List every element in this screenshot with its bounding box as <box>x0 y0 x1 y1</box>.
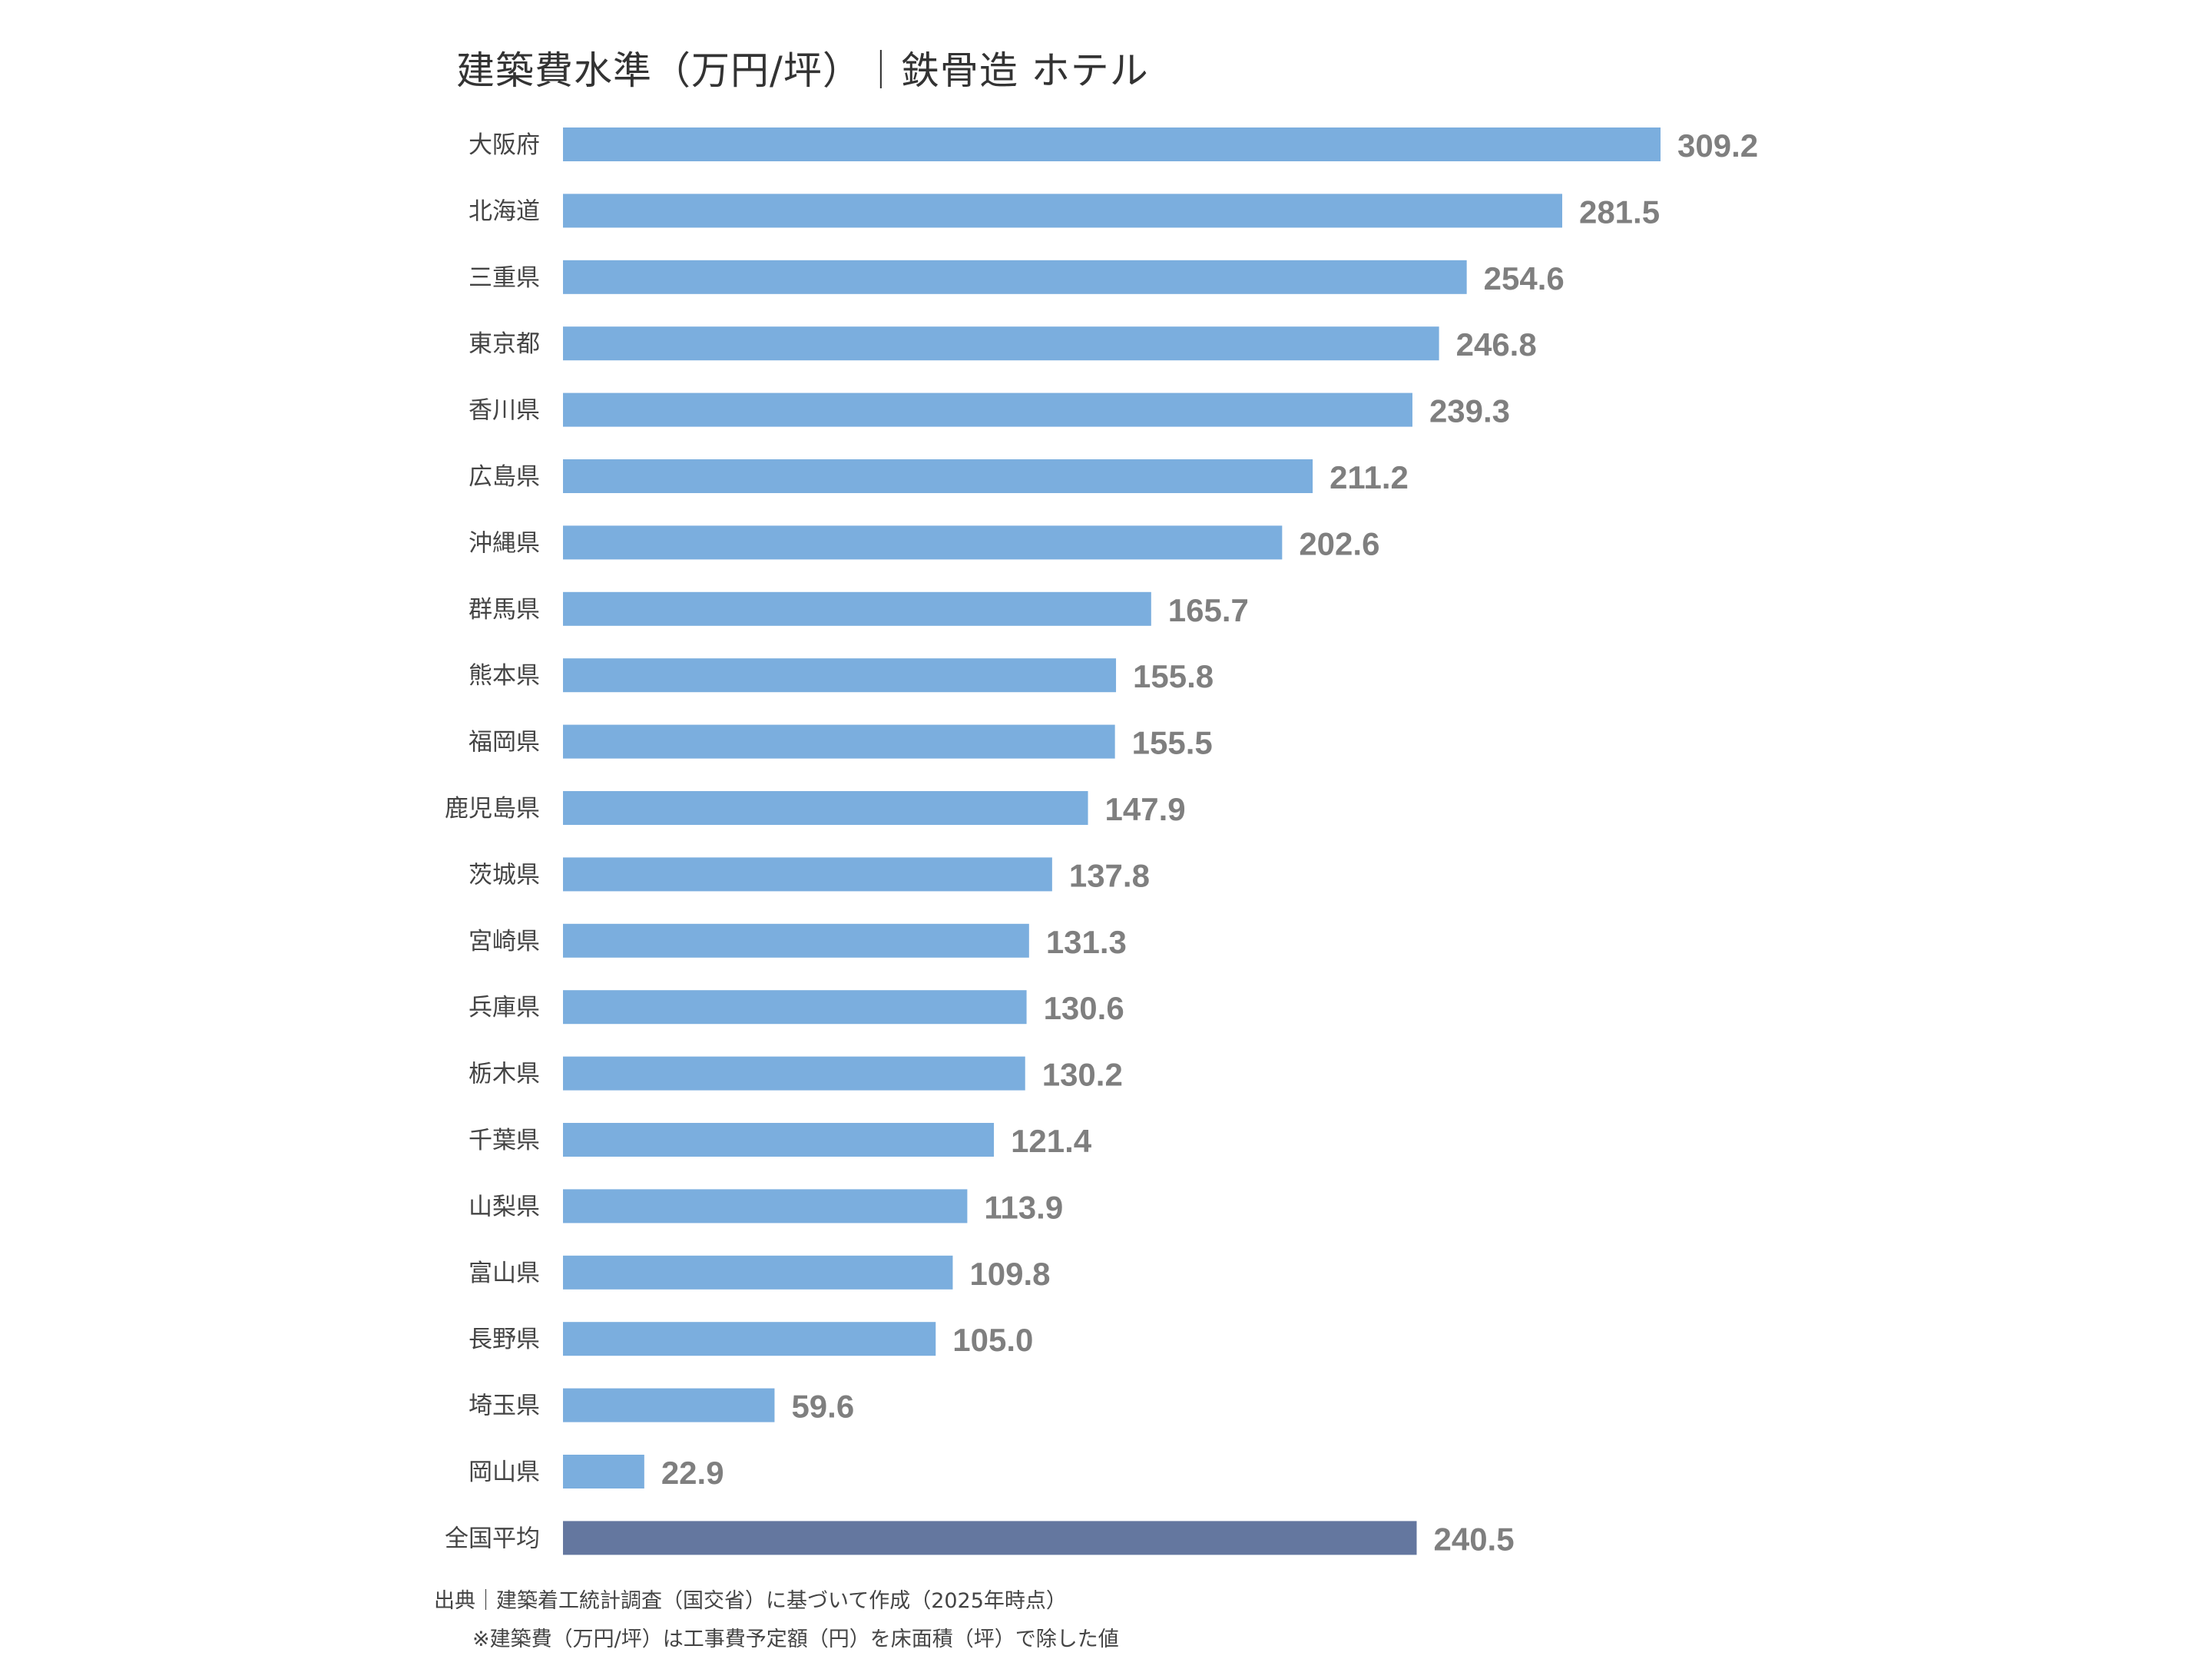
bar <box>563 791 1088 825</box>
bar <box>563 525 1283 560</box>
category-label: 岡山県 <box>469 1459 540 1486</box>
category-label: 三重県 <box>469 264 540 292</box>
bar <box>563 194 1562 228</box>
category-label: 栃木県 <box>469 1061 540 1088</box>
bar <box>563 392 1412 427</box>
value-label: 254.6 <box>1484 260 1565 296</box>
value-label: 211.2 <box>1330 459 1409 495</box>
category-label: 埼玉県 <box>469 1392 540 1420</box>
category-label: 兵庫県 <box>469 994 540 1022</box>
bar <box>563 1322 936 1356</box>
value-label: 239.3 <box>1429 393 1510 429</box>
value-label: 165.7 <box>1168 592 1249 628</box>
bar <box>563 127 1661 161</box>
bar <box>563 1189 968 1224</box>
value-label: 131.3 <box>1046 924 1127 960</box>
value-label: 147.9 <box>1105 791 1186 827</box>
category-label: 福岡県 <box>469 729 540 757</box>
bar <box>563 1521 1417 1555</box>
value-label: 155.8 <box>1133 658 1214 694</box>
category-label: 群馬県 <box>469 596 540 624</box>
bar <box>563 1455 644 1488</box>
definition-note: ※建築費（万円/坪）は工事費予定額（円）を床面積（坪）で除した値 <box>472 1628 1119 1651</box>
category-label: 沖縄県 <box>469 529 540 557</box>
value-label: 246.8 <box>1456 326 1537 363</box>
bar <box>563 1255 953 1290</box>
value-label: 155.5 <box>1132 725 1213 761</box>
category-label: 香川県 <box>469 397 540 425</box>
category-label: 長野県 <box>469 1326 540 1353</box>
chart-title: 建築費水準（万円/坪）｜鉄骨造 ホテル <box>456 48 1149 93</box>
bar <box>563 1056 1025 1091</box>
value-label: 59.6 <box>791 1389 854 1425</box>
bar <box>563 260 1467 294</box>
category-label: 熊本県 <box>469 662 540 690</box>
value-label: 309.2 <box>1677 127 1758 164</box>
bar <box>563 724 1115 759</box>
value-label: 113.9 <box>984 1189 1063 1225</box>
bar <box>563 326 1439 361</box>
bar <box>563 658 1117 693</box>
category-label: 茨城県 <box>469 861 540 889</box>
category-label: 鹿児島県 <box>445 795 540 823</box>
bar <box>563 459 1313 493</box>
value-label: 240.5 <box>1433 1521 1514 1557</box>
category-label: 千葉県 <box>469 1127 540 1154</box>
value-label: 109.8 <box>969 1256 1050 1292</box>
bar <box>563 990 1027 1025</box>
category-label: 富山県 <box>469 1260 540 1287</box>
value-label: 137.8 <box>1069 857 1150 893</box>
category-label: 全国平均 <box>445 1525 540 1552</box>
category-label: 北海道 <box>469 197 540 225</box>
value-label: 105.0 <box>952 1322 1033 1358</box>
value-label: 121.4 <box>1011 1123 1092 1159</box>
category-label: 大阪府 <box>469 131 540 159</box>
bar <box>563 1123 995 1157</box>
value-label: 130.2 <box>1042 1057 1123 1093</box>
bar <box>563 591 1151 626</box>
source-note: 出典｜建築着工統計調査（国交省）に基づいて作成（2025年時点） <box>434 1589 1067 1613</box>
value-label: 130.6 <box>1044 990 1124 1026</box>
category-label: 山梨県 <box>469 1193 540 1220</box>
value-label: 202.6 <box>1299 525 1379 561</box>
bar <box>563 857 1052 892</box>
category-label: 東京都 <box>469 330 540 358</box>
category-label: 広島県 <box>469 463 540 491</box>
bar <box>563 1388 775 1422</box>
bar <box>563 923 1029 958</box>
category-label: 宮崎県 <box>469 928 540 955</box>
value-label: 22.9 <box>661 1455 724 1491</box>
value-label: 281.5 <box>1579 194 1660 230</box>
